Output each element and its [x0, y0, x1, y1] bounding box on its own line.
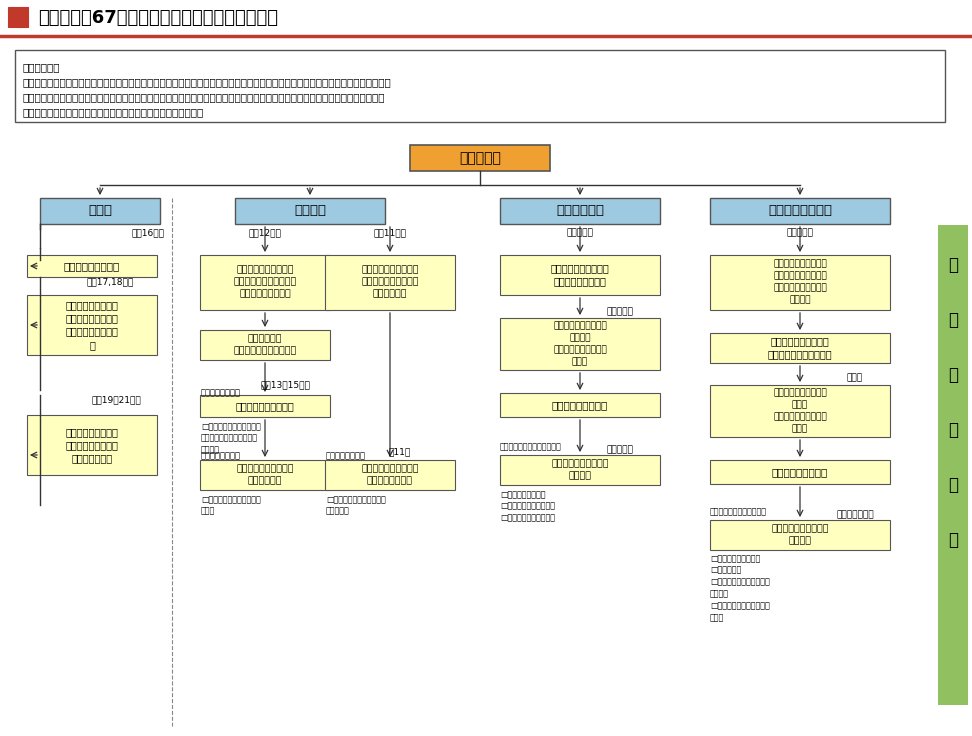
FancyBboxPatch shape	[500, 455, 660, 485]
Text: （第８条）: （第８条）	[567, 228, 594, 238]
FancyBboxPatch shape	[500, 318, 660, 370]
Text: （降灰除去事業）: （降灰除去事業）	[201, 451, 241, 461]
FancyBboxPatch shape	[200, 255, 330, 310]
FancyBboxPatch shape	[938, 225, 968, 705]
Text: 農施設等の整備及び降灰除去事業の実施を促進する等特別の措置を講じ，もって当該地域における住民等の生命及び身体の安全並: 農施設等の整備及び降灰除去事業の実施を促進する等特別の措置を講じ，もって当該地域…	[22, 92, 385, 102]
Text: （第13〜15条）: （第13〜15条）	[260, 381, 310, 389]
Text: 画: 画	[948, 421, 958, 439]
Text: （降灰除去事業）: （降灰除去事業）	[326, 451, 366, 461]
Text: 火山現象の研究観測
体制の整備及び警戒
避難体制の整備: 火山現象の研究観測 体制の整備及び警戒 避難体制の整備	[65, 427, 119, 463]
Text: 防災営農施設整備計画
等の作成
（都道府県知事が作成
する）: 防災営農施設整備計画 等の作成 （都道府県知事が作成 する）	[553, 322, 607, 367]
Text: 住民の日常生活に著し
い支障を生じ，又は生じ
るおそれがある地域: 住民の日常生活に著し い支障を生じ，又は生じ るおそれがある地域	[233, 266, 296, 298]
FancyBboxPatch shape	[500, 255, 660, 295]
Text: 降灰被害: 降灰被害	[294, 205, 326, 218]
Text: □教育施設，社会福祉施設
　における窓わく，空調等
　の整備: □教育施設，社会福祉施設 における窓わく，空調等 の整備	[201, 422, 260, 455]
FancyBboxPatch shape	[410, 145, 550, 171]
Text: （第４〜７条）: （第４〜７条）	[836, 511, 874, 520]
Text: 火山の爆発: 火山の爆発	[459, 151, 501, 165]
Text: 政令で定める多量の降
灰のあった道路又は市
町村の区域内: 政令で定める多量の降 灰のあった道路又は市 町村の区域内	[362, 266, 419, 298]
Text: 域: 域	[948, 311, 958, 329]
Text: 火山の爆発その他の火山現象により著しい被害を受け，又は受けるおそれがあると認められる地域等について，避難施設，防災営: 火山の爆発その他の火山現象により著しい被害を受け，又は受けるおそれがあると認めら…	[22, 77, 391, 87]
Text: 降灰防除地域
（内閣総理大臣が指定）: 降灰防除地域 （内閣総理大臣が指定）	[233, 335, 296, 355]
Text: □道路，下水道，宅地等の
　降灰除去: □道路，下水道，宅地等の 降灰除去	[326, 495, 386, 516]
Text: 計画に基づく事業に対
する補助: 計画に基づく事業に対 する補助	[771, 525, 829, 545]
Text: 図２－４－67　活動火山対策特別措置法の体系: 図２－４－67 活動火山対策特別措置法の体系	[38, 9, 278, 27]
Text: （第９条）: （第９条）	[607, 445, 634, 455]
Text: （避難施設緊急整備事業）: （避難施設緊急整備事業）	[710, 508, 767, 517]
Text: 地: 地	[948, 256, 958, 274]
Text: その他: その他	[88, 205, 112, 218]
Text: 生命身体への被害: 生命身体への被害	[768, 205, 832, 218]
FancyBboxPatch shape	[200, 460, 330, 490]
Text: 火山の爆発により住民
の生命身体に被害が生
じ又は生じるおそれの
ある地域: 火山の爆発により住民 の生命身体に被害が生 じ又は生じるおそれの ある地域	[773, 260, 827, 304]
FancyBboxPatch shape	[8, 7, 28, 27]
Text: （第11条）: （第11条）	[373, 228, 406, 238]
Text: （第２条）: （第２条）	[786, 228, 814, 238]
Text: （第12条）: （第12条）	[249, 228, 282, 238]
Text: 水質汚濁の防止措置
及び自然環境汚染の
健康に及ぼす影響調
査: 水質汚濁の防止措置 及び自然環境汚染の 健康に及ぼす影響調 査	[65, 300, 119, 350]
FancyBboxPatch shape	[710, 198, 890, 224]
Text: 第11条: 第11条	[389, 447, 411, 456]
Text: 農林水産大臣に協議: 農林水産大臣に協議	[552, 400, 608, 410]
Text: 避難施設緊急整備地域
（内閣総理大臣が指定）: 避難施設緊急整備地域 （内閣総理大臣が指定）	[768, 336, 832, 360]
FancyBboxPatch shape	[710, 333, 890, 363]
Text: 市町村が行う降灰除去
事業に対する補助: 市町村が行う降灰除去 事業に対する補助	[362, 464, 419, 486]
FancyBboxPatch shape	[500, 393, 660, 417]
Text: □防災営農施設整備
□防災林業経営施設整備
□防災漁業経営施設整備: □防災営農施設整備 □防災林業経営施設整備 □防災漁業経営施設整備	[500, 490, 555, 523]
FancyBboxPatch shape	[500, 198, 660, 224]
Text: （降灰防除事業）: （降灰防除事業）	[201, 389, 241, 397]
Text: （第17,18条）: （第17,18条）	[87, 277, 133, 286]
FancyBboxPatch shape	[710, 520, 890, 550]
FancyBboxPatch shape	[27, 295, 157, 355]
Text: （第８条）: （第８条）	[607, 308, 634, 316]
Text: 内閣総理大臣の同意: 内閣総理大臣の同意	[772, 467, 828, 477]
Text: びに住民の生活及び農林漁業，中小企業等の経営の安定を図る。: びに住民の生活及び農林漁業，中小企業等の経営の安定を図る。	[22, 107, 203, 117]
Text: 計: 計	[948, 366, 958, 384]
FancyBboxPatch shape	[325, 460, 455, 490]
Text: 農林漁業被害: 農林漁業被害	[556, 205, 604, 218]
Text: 計画に基づく事業に対
する補助: 計画に基づく事業に対 する補助	[551, 459, 608, 481]
FancyBboxPatch shape	[27, 415, 157, 475]
Text: 第３条: 第３条	[847, 373, 863, 383]
FancyBboxPatch shape	[325, 255, 455, 310]
FancyBboxPatch shape	[235, 198, 385, 224]
Text: 避難施設緊急整備地域
又はその周辺の地域: 避難施設緊急整備地域 又はその周辺の地域	[550, 263, 609, 286]
Text: □道路又は港湾の整備
□広場の整備
□退避壕その他の退避施設
　の整備
□学校，公民館等の不燃堅
　牢化: □道路又は港湾の整備 □広場の整備 □退避壕その他の退避施設 の整備 □学校，公…	[710, 554, 770, 622]
Text: 医療施設，中小企業者
に対する融資: 医療施設，中小企業者 に対する融資	[236, 464, 294, 486]
Text: （第19〜21条）: （第19〜21条）	[91, 395, 141, 405]
Text: □降灰防除のための資金の
　融通: □降灰防除のための資金の 融通	[201, 495, 260, 516]
FancyBboxPatch shape	[710, 385, 890, 437]
FancyBboxPatch shape	[200, 330, 330, 360]
FancyBboxPatch shape	[710, 255, 890, 310]
Text: （防災営農施設整備事業等）: （防災営農施設整備事業等）	[500, 442, 562, 451]
Text: 整備事業に対する補助: 整備事業に対する補助	[235, 401, 295, 411]
FancyBboxPatch shape	[0, 0, 972, 36]
Text: 治山治水事業の推進: 治山治水事業の推進	[64, 261, 121, 271]
Text: 業: 業	[948, 531, 958, 549]
Text: （第16条）: （第16条）	[131, 228, 164, 238]
Text: 避難施設緊急整備計画
の作成
（都道府県知事が作成
する）: 避難施設緊急整備計画 の作成 （都道府県知事が作成 する）	[773, 389, 827, 434]
Text: 事: 事	[948, 476, 958, 494]
FancyBboxPatch shape	[15, 50, 945, 122]
FancyBboxPatch shape	[27, 255, 157, 277]
Text: （法の目的）: （法の目的）	[22, 62, 59, 72]
FancyBboxPatch shape	[710, 460, 890, 484]
FancyBboxPatch shape	[200, 395, 330, 417]
FancyBboxPatch shape	[40, 198, 160, 224]
